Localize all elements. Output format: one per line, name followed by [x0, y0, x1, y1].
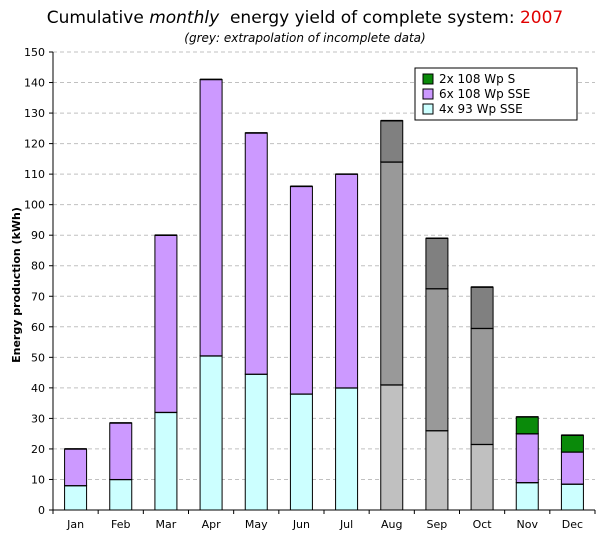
x-tick-label: Apr: [202, 518, 222, 531]
y-axis-label: Energy production (kWh): [10, 207, 23, 363]
y-tick-label: 20: [31, 443, 45, 456]
y-tick-label: 90: [31, 229, 45, 242]
y-tick-label: 80: [31, 260, 45, 273]
y-tick-label: 130: [24, 107, 45, 120]
legend-box: [414, 67, 578, 121]
bar-segment: [560, 434, 584, 453]
bar-segment: [244, 132, 268, 375]
y-tick-label: 10: [31, 473, 45, 486]
bar-segment: [199, 355, 223, 511]
legend-swatch: [422, 73, 434, 85]
legend-label: 2x 108 Wp S: [439, 72, 515, 86]
y-tick-label: 40: [31, 382, 45, 395]
bar-segment: [470, 327, 494, 445]
title-year: 2007: [519, 8, 564, 28]
bar-segment: [154, 411, 178, 511]
bar-segment: [425, 288, 449, 432]
bar-segment: [64, 448, 88, 487]
legend-label: 4x 93 Wp SSE: [439, 102, 523, 116]
x-tick-label: Aug: [381, 518, 402, 531]
bar-segment: [380, 161, 404, 386]
y-tick-label: 50: [31, 351, 45, 364]
y-tick-label: 70: [31, 290, 45, 303]
y-tick-label: 120: [24, 138, 45, 151]
y-tick-label: 150: [24, 46, 45, 59]
title-prefix: Cumulative: [46, 8, 144, 28]
bar-segment: [154, 234, 178, 413]
legend-swatch: [422, 88, 434, 100]
bar-segment: [515, 482, 539, 511]
title-emphasis: monthly: [149, 8, 220, 28]
x-tick-label: Sep: [427, 518, 448, 531]
legend-label: 6x 108 Wp SSE: [439, 87, 530, 101]
bar-segment: [425, 430, 449, 511]
x-tick-label: Nov: [517, 518, 539, 531]
bar-segment: [289, 185, 313, 395]
bar-segment: [560, 451, 584, 485]
bar-segment: [64, 485, 88, 511]
x-tick-label: Feb: [111, 518, 130, 531]
bar-segment: [515, 433, 539, 484]
legend-swatch: [422, 103, 434, 115]
bar-segment: [560, 483, 584, 511]
bar-segment: [470, 286, 494, 329]
bar-segment: [380, 384, 404, 511]
title-suffix: energy yield of complete system:: [229, 8, 515, 28]
x-tick-label: Jun: [292, 518, 310, 531]
bar-segment: [289, 393, 313, 511]
chart-title: Cumulative monthly energy yield of compl…: [0, 8, 610, 28]
x-tick-label: Jan: [66, 518, 84, 531]
bar-segment: [380, 120, 404, 163]
chart-subtitle: (grey: extrapolation of incomplete data): [184, 31, 426, 45]
x-tick-label: Mar: [156, 518, 177, 531]
x-tick-label: Jul: [339, 518, 353, 531]
bar-segment: [109, 422, 133, 480]
bar-segment: [425, 237, 449, 290]
bar-segment: [470, 443, 494, 511]
bar-segment: [335, 173, 359, 389]
x-tick-label: Oct: [473, 518, 493, 531]
y-tick-label: 140: [24, 77, 45, 90]
bar-segment: [515, 416, 539, 435]
y-tick-label: 100: [24, 199, 45, 212]
bar-segment: [335, 387, 359, 511]
y-tick-label: 30: [31, 412, 45, 425]
y-tick-label: 60: [31, 321, 45, 334]
y-tick-label: 110: [24, 168, 45, 181]
x-tick-label: Dec: [562, 518, 583, 531]
bar-segment: [244, 373, 268, 511]
bar-segment: [199, 78, 223, 357]
y-tick-label: 0: [38, 504, 45, 517]
x-tick-label: May: [245, 518, 268, 531]
bar-segment: [109, 478, 133, 511]
